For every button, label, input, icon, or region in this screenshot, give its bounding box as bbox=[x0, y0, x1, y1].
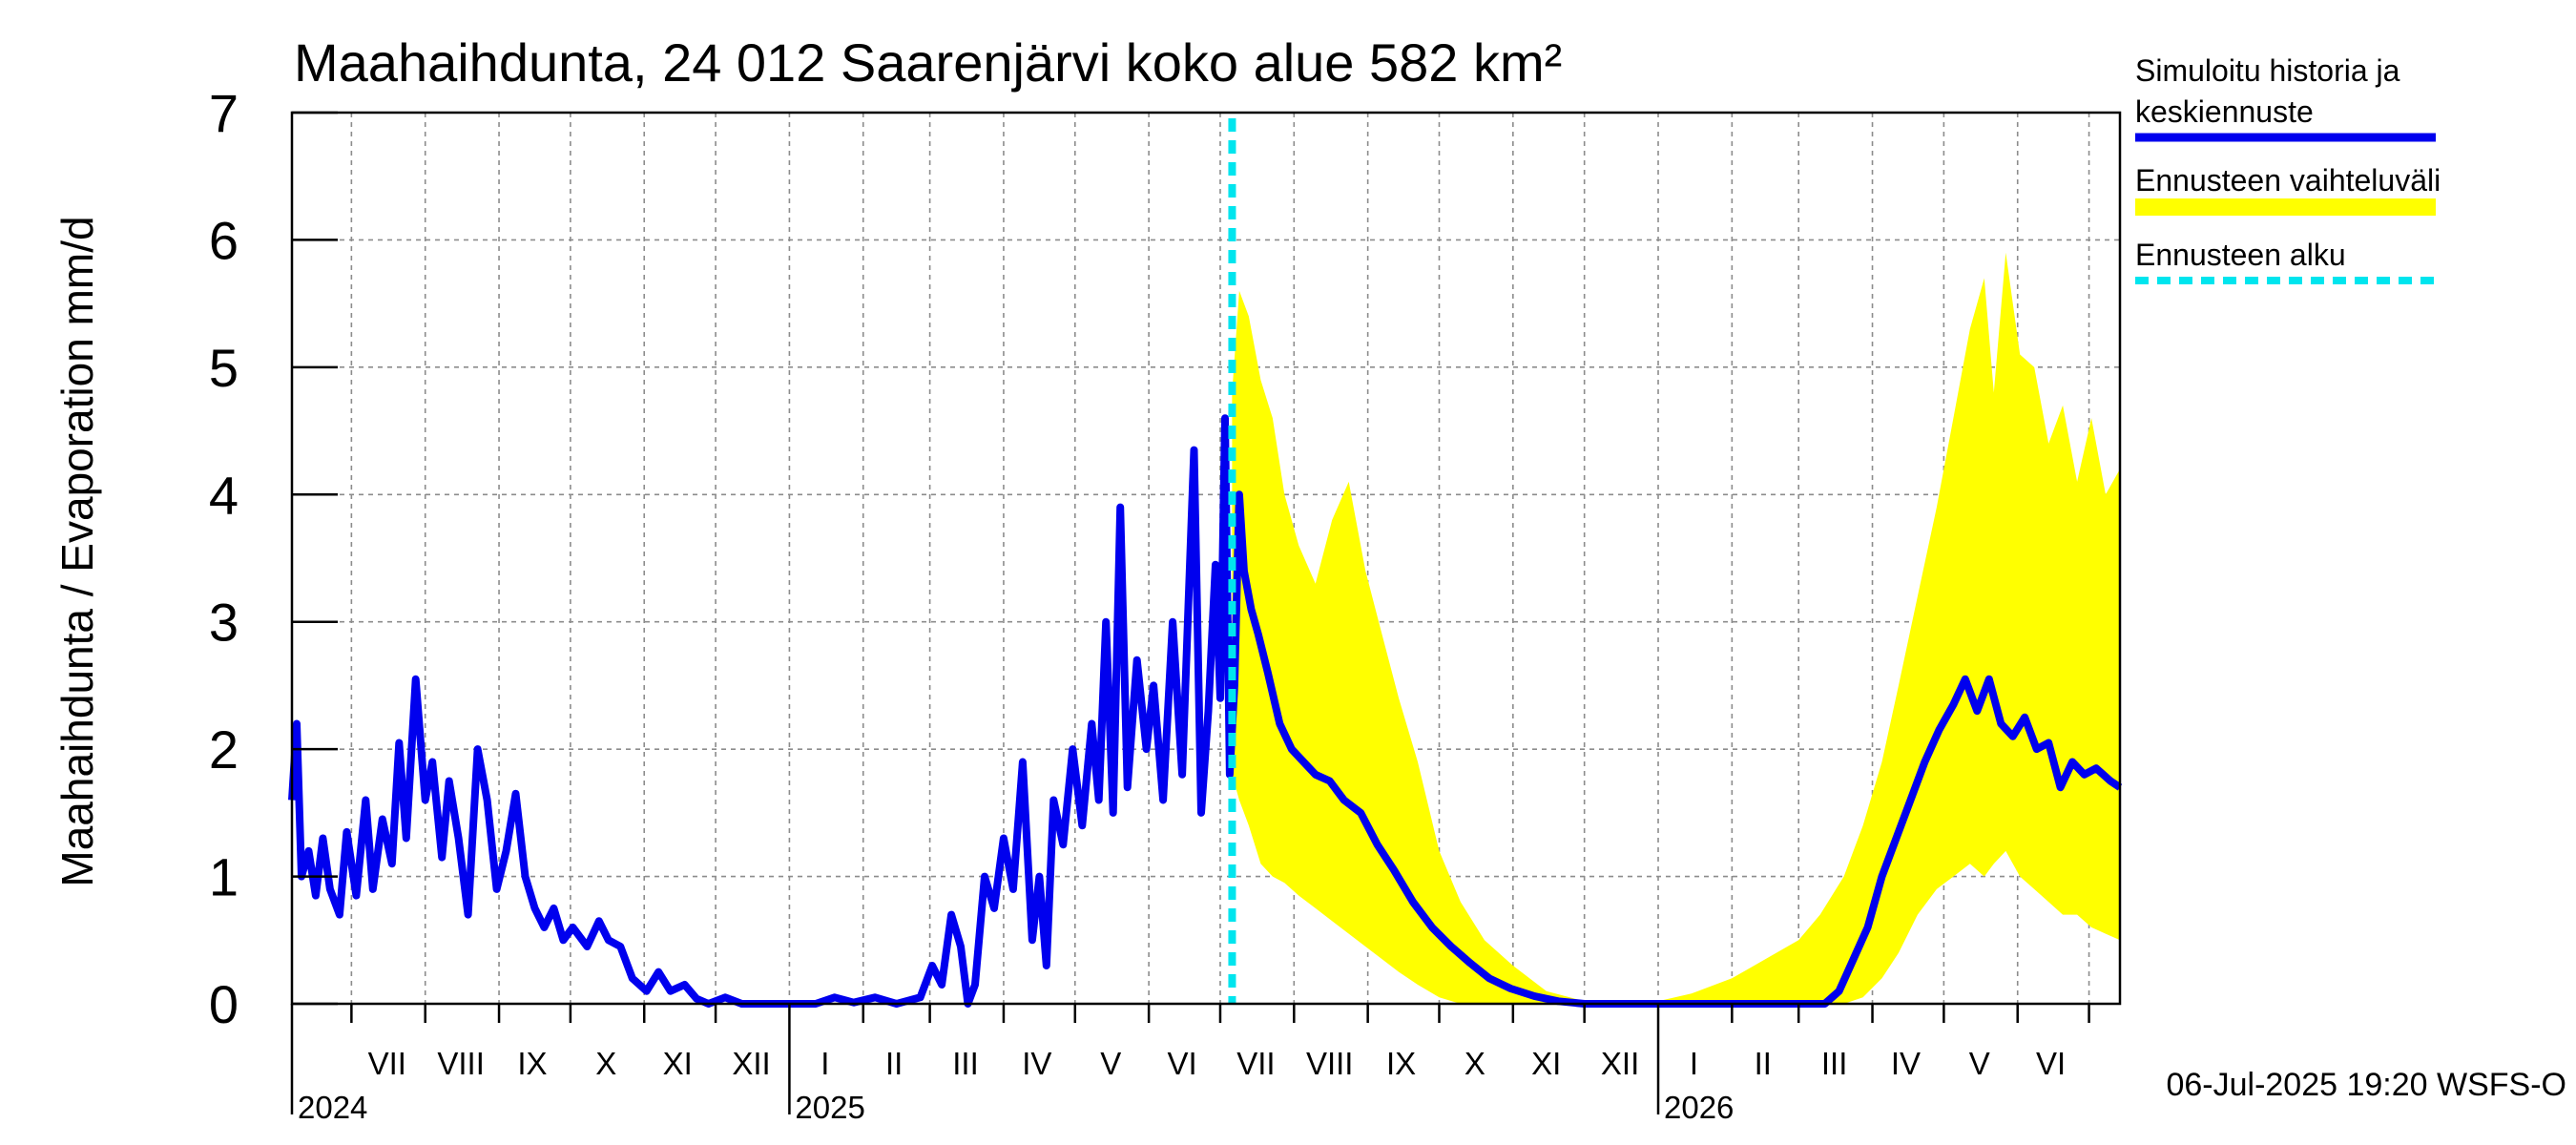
y-tick-label-2: 2 bbox=[209, 719, 239, 780]
plot-frame bbox=[290, 111, 2122, 1006]
legend-label-forecast-start: Ennusteen alku bbox=[2135, 238, 2346, 272]
plot-border bbox=[290, 111, 2122, 1006]
year-label-2025: 2025 bbox=[795, 1090, 864, 1125]
month-label-6: I bbox=[821, 1046, 829, 1081]
chart-title: Maahaihdunta, 24 012 Saarenjärvi koko al… bbox=[294, 32, 1562, 93]
month-label-8: III bbox=[952, 1046, 979, 1081]
month-label-19: II bbox=[1755, 1046, 1772, 1081]
month-label-11: VI bbox=[1167, 1046, 1196, 1081]
month-label-12: VII bbox=[1236, 1046, 1275, 1081]
year-label-2026: 2026 bbox=[1664, 1090, 1734, 1125]
month-label-3: X bbox=[595, 1046, 616, 1081]
year-label-2024: 2024 bbox=[298, 1090, 367, 1125]
legend-label-range: Ennusteen vaihteluväli bbox=[2135, 163, 2441, 198]
forecast-band bbox=[1232, 252, 2120, 1004]
month-label-20: III bbox=[1821, 1046, 1848, 1081]
forecast-range-band bbox=[1232, 252, 2120, 1004]
y-tick-label-5: 5 bbox=[209, 338, 239, 398]
month-label-17: XII bbox=[1601, 1046, 1639, 1081]
month-label-2: IX bbox=[517, 1046, 547, 1081]
month-label-22: V bbox=[1969, 1046, 1990, 1081]
y-tick-label-3: 3 bbox=[209, 593, 239, 653]
month-label-18: I bbox=[1690, 1046, 1698, 1081]
y-tick-label-1: 1 bbox=[209, 847, 239, 907]
month-label-0: VII bbox=[368, 1046, 406, 1081]
y-tick-labels: 0 1 2 3 4 5 6 7 bbox=[209, 83, 338, 1034]
month-label-16: XI bbox=[1531, 1046, 1561, 1081]
month-label-10: V bbox=[1100, 1046, 1121, 1081]
month-label-21: IV bbox=[1891, 1046, 1921, 1081]
month-label-9: IV bbox=[1022, 1046, 1051, 1081]
y-axis-label: Maahaihdunta / Evaporation mm/d bbox=[52, 216, 102, 886]
y-tick-label-6: 6 bbox=[209, 210, 239, 270]
x-axis: VII VIII IX X XI XII I II III IV V VI VII VIII IX X XI XI… bbox=[290, 1004, 2090, 1125]
y-tick-label-4: 4 bbox=[209, 465, 239, 525]
month-label-14: IX bbox=[1386, 1046, 1416, 1081]
month-label-7: II bbox=[885, 1046, 903, 1081]
footer-timestamp: 06-Jul-2025 19:20 WSFS-O bbox=[2166, 1067, 2566, 1103]
month-label-4: XI bbox=[663, 1046, 693, 1081]
month-label-13: VIII bbox=[1306, 1046, 1354, 1081]
month-label-23: VI bbox=[2036, 1046, 2066, 1081]
month-label-1: VIII bbox=[437, 1046, 485, 1081]
legend-label-simulated-line2: keskiennuste bbox=[2135, 94, 2314, 129]
y-tick-label-0: 0 bbox=[209, 974, 239, 1034]
grid-lines bbox=[292, 113, 2120, 1004]
y-tick-label-7: 7 bbox=[209, 83, 239, 143]
legend-label-simulated-line1: Simuloitu historia ja bbox=[2135, 53, 2400, 88]
month-label-5: XII bbox=[732, 1046, 770, 1081]
legend: Simuloitu historia ja keskiennuste Ennuste… bbox=[2135, 53, 2441, 284]
legend-swatch-range bbox=[2135, 198, 2436, 216]
month-label-15: X bbox=[1465, 1046, 1485, 1081]
